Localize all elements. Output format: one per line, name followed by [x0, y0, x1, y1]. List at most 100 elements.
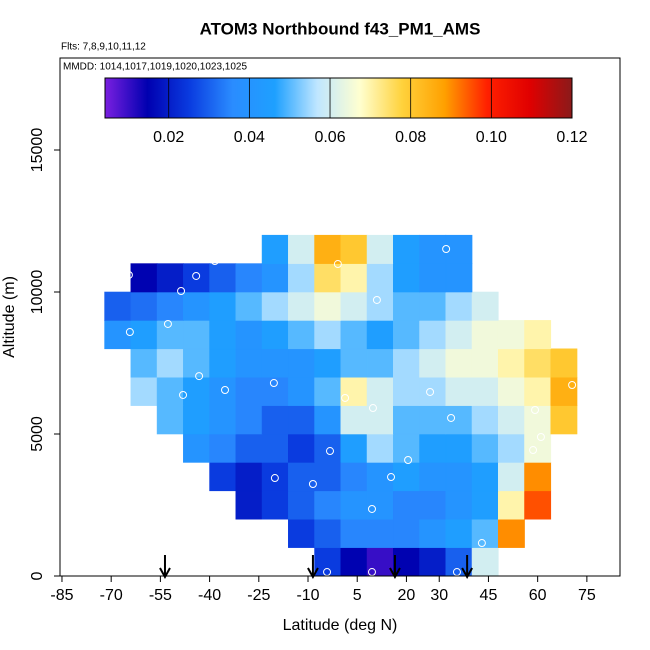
arrow	[461, 555, 473, 580]
sample-point	[177, 287, 186, 296]
heat-cell	[340, 547, 368, 577]
heat-cell	[183, 348, 210, 378]
sample-point	[536, 432, 545, 441]
heat-cell	[288, 518, 315, 548]
heat-cell	[524, 462, 552, 492]
heat-cell	[393, 433, 420, 463]
heat-cell	[235, 490, 263, 520]
heat-cell	[419, 433, 447, 463]
heat-cell	[445, 405, 473, 435]
heat-cell	[419, 490, 447, 520]
heat-cell	[366, 348, 394, 378]
sample-point	[568, 381, 577, 390]
heat-cell	[497, 348, 525, 378]
heat-cell	[524, 490, 552, 520]
x-tick-label: -70	[100, 587, 123, 604]
heat-cell	[261, 348, 289, 378]
y-tick-label: 5000	[29, 416, 46, 452]
subtitle: MMDD: 1014,1017,1019,1020,1023,1025	[63, 62, 247, 73]
heat-cell	[340, 490, 368, 520]
heat-cell	[340, 320, 368, 350]
heat-cell	[314, 234, 342, 264]
heat-cell	[183, 405, 210, 435]
heat-cell	[314, 547, 342, 577]
sample-point	[195, 372, 204, 381]
heat-cell	[471, 348, 499, 378]
heat-cell	[183, 376, 210, 406]
x-tick-label: 30	[430, 587, 448, 604]
sample-point	[163, 319, 172, 328]
heat-cell	[419, 234, 447, 264]
heat-cell	[419, 263, 447, 293]
heat-cell	[393, 462, 420, 492]
sample-point	[426, 387, 435, 396]
heat-cell	[445, 291, 473, 321]
heat-cell	[183, 433, 210, 463]
heat-cell	[130, 348, 158, 378]
heat-cell	[130, 376, 158, 406]
heat-cell	[261, 433, 289, 463]
heat-cell	[314, 291, 342, 321]
heat-cell	[366, 518, 394, 548]
heat-cell	[235, 291, 263, 321]
x-tick-label: -40	[198, 587, 221, 604]
heat-cell	[288, 234, 315, 264]
heat-cell	[340, 234, 368, 264]
heat-cell	[314, 405, 342, 435]
heat-cell	[419, 320, 447, 350]
sample-point	[387, 473, 396, 482]
colorbar	[104, 77, 573, 119]
heat-cell	[209, 348, 237, 378]
heat-cell	[183, 320, 210, 350]
heat-cell	[471, 376, 499, 406]
heat-cell	[235, 348, 263, 378]
heat-cell	[419, 291, 447, 321]
heat-cell	[366, 547, 394, 577]
heat-cell	[156, 405, 184, 435]
heat-cell	[288, 291, 315, 321]
heat-cell	[288, 320, 315, 350]
heat-cell	[471, 490, 499, 520]
heat-cell	[366, 462, 394, 492]
heat-cell	[288, 490, 315, 520]
arrow	[307, 555, 319, 580]
sample-point	[242, 239, 251, 248]
arrow-head	[461, 567, 473, 580]
heat-cell	[366, 376, 394, 406]
heat-cell	[393, 518, 420, 548]
sample-point	[210, 257, 219, 266]
heat-cell	[497, 490, 525, 520]
sample-point	[367, 504, 376, 513]
heat-cell	[393, 234, 420, 264]
heat-cell	[445, 518, 473, 548]
heat-cell	[366, 320, 394, 350]
heat-cell	[393, 320, 420, 350]
heat-cell	[314, 490, 342, 520]
heat-cell	[156, 320, 184, 350]
heat-cell	[471, 291, 499, 321]
heat-cell	[183, 263, 210, 293]
heat-cell	[314, 320, 342, 350]
heat-cell	[550, 348, 578, 378]
y-tick-label: 0	[29, 571, 46, 580]
heat-cell	[393, 405, 420, 435]
y-tick-label: 10000	[29, 270, 46, 315]
heat-cell	[340, 518, 368, 548]
sample-point	[525, 553, 534, 562]
heat-cell	[393, 348, 420, 378]
heat-cell	[497, 518, 525, 548]
heat-cell	[419, 376, 447, 406]
heat-cell	[393, 291, 420, 321]
heat-cell	[445, 376, 473, 406]
heat-cell	[445, 433, 473, 463]
heat-cell	[366, 291, 394, 321]
sample-point	[198, 473, 207, 482]
heat-cell	[156, 291, 184, 321]
heat-cell	[419, 547, 447, 577]
heat-cell	[366, 405, 394, 435]
heat-cell	[183, 291, 210, 321]
heat-cell	[366, 234, 394, 264]
heat-cell	[340, 291, 368, 321]
sample-point	[179, 390, 188, 399]
